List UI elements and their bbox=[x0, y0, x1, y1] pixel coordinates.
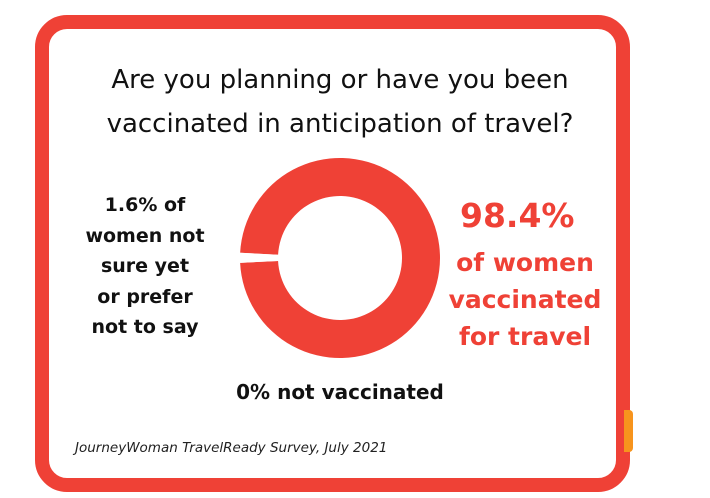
side-tab bbox=[624, 410, 633, 452]
donut-segment bbox=[240, 252, 279, 263]
category-label: not vaccinated bbox=[277, 380, 444, 404]
category-label: of women vaccinated for travel bbox=[448, 248, 602, 351]
value-label: 98.4% bbox=[460, 196, 575, 235]
annotation-unsure: 1.6% of women not sure yet or prefer not… bbox=[70, 190, 220, 343]
value-label: 1.6% bbox=[104, 194, 158, 216]
value-label: 0% bbox=[236, 380, 271, 404]
donut-segment bbox=[240, 157, 440, 358]
source-note: JourneyWoman TravelReady Survey, July 20… bbox=[75, 440, 388, 456]
card-frame bbox=[35, 15, 630, 492]
annotation-not-vaccinated: 0% not vaccinated bbox=[170, 380, 510, 404]
category-label: of women not sure yet or prefer not to s… bbox=[85, 194, 205, 338]
chart-title: Are you planning or have you been vaccin… bbox=[106, 65, 574, 139]
